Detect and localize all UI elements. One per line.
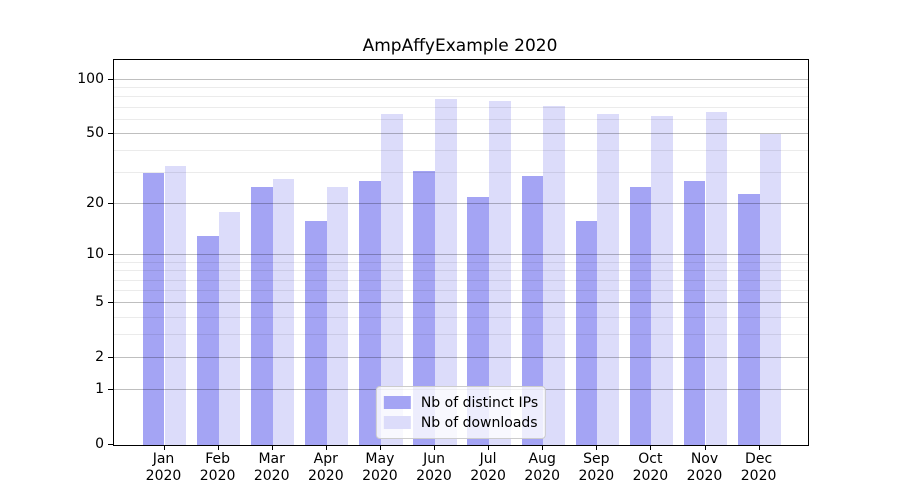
x-tick-mark-feb	[217, 445, 219, 450]
major-gridline-100	[114, 79, 808, 80]
bar-distinct-ips-nov	[683, 181, 706, 445]
x-tick-label-mar: Mar 2020	[253, 451, 290, 484]
bar-distinct-ips-may	[359, 181, 381, 445]
bar-distinct-ips-jul	[467, 197, 490, 445]
minor-gridline-40	[114, 150, 808, 152]
major-gridline-50	[114, 133, 808, 134]
y-tick-mark-1	[108, 389, 113, 391]
bar-downloads-feb	[218, 212, 241, 445]
legend-swatch-downloads	[383, 416, 411, 429]
x-tick-label-apr: Apr 2020	[307, 451, 344, 484]
x-tick-mark-jan	[163, 445, 165, 450]
x-tick-mark-nov	[704, 445, 706, 450]
legend-swatch-distinct-ips	[383, 396, 411, 409]
y-tick-mark-5	[108, 302, 113, 304]
x-tick-label-sep: Sep 2020	[578, 451, 615, 484]
bar-distinct-ips-apr	[305, 220, 327, 445]
bar-downloads-dec	[759, 134, 782, 445]
legend: Nb of distinct IPs Nb of downloads	[375, 386, 547, 439]
y-tick-label-2: 2	[95, 349, 104, 366]
y-tick-label-1: 1	[95, 381, 104, 398]
bar-downloads-jun	[435, 99, 457, 445]
x-tick-label-feb: Feb 2020	[199, 451, 236, 484]
bar-downloads-sep	[597, 113, 619, 445]
x-tick-label-may: May 2020	[362, 451, 398, 484]
bar-distinct-ips-mar	[251, 187, 273, 445]
bar-distinct-ips-sep	[575, 220, 598, 445]
y-tick-mark-20	[108, 203, 113, 205]
x-tick-label-aug: Aug 2020	[524, 451, 560, 484]
y-tick-mark-50	[108, 133, 113, 134]
legend-label-distinct-ips: Nb of distinct IPs	[420, 394, 539, 411]
minor-gridline-70	[114, 106, 808, 108]
y-tick-mark-10	[108, 254, 113, 256]
y-tick-mark-2	[108, 357, 113, 359]
y-tick-label-50: 50	[86, 125, 104, 141]
x-tick-mark-mar	[271, 445, 273, 450]
minor-gridline-80	[114, 96, 808, 98]
y-tick-label-0: 0	[95, 436, 104, 452]
bar-distinct-ips-dec	[737, 193, 760, 445]
bar-downloads-jul	[489, 101, 511, 445]
bar-distinct-ips-aug	[521, 176, 544, 445]
chart-title: AmpAffyExample 2020	[362, 36, 558, 56]
x-tick-mark-jun	[434, 445, 435, 450]
x-tick-label-dec: Dec 2020	[740, 451, 777, 484]
minor-gridline-30	[114, 172, 808, 174]
legend-label-downloads: Nb of downloads	[420, 414, 538, 431]
x-tick-label-jan: Jan 2020	[145, 451, 182, 484]
y-tick-label-100: 100	[77, 71, 104, 87]
y-tick-label-20: 20	[86, 195, 104, 212]
plot-area: Nb of distinct IPs Nb of downloads	[113, 59, 809, 446]
bar-distinct-ips-oct	[629, 187, 652, 445]
x-tick-mark-jul	[488, 445, 490, 450]
x-tick-mark-sep	[596, 445, 598, 450]
bar-distinct-ips-feb	[196, 236, 219, 445]
x-tick-mark-dec	[758, 445, 760, 450]
y-tick-mark-100	[108, 79, 113, 80]
bar-downloads-nov	[705, 112, 728, 445]
y-tick-label-10: 10	[86, 246, 104, 263]
bar-downloads-jan	[164, 166, 187, 445]
bar-downloads-aug	[543, 105, 565, 445]
legend-item-downloads: Nb of downloads	[383, 413, 538, 432]
bar-downloads-apr	[326, 187, 349, 445]
x-tick-label-oct: Oct 2020	[632, 451, 669, 484]
bar-downloads-mar	[272, 178, 295, 445]
x-tick-label-jun: Jun 2020	[416, 451, 452, 484]
x-tick-mark-may	[379, 445, 381, 450]
y-tick-mark-0	[108, 444, 113, 445]
minor-gridline-90	[114, 87, 808, 89]
x-tick-label-jul: Jul 2020	[470, 451, 506, 484]
y-tick-label-5: 5	[95, 294, 104, 311]
x-tick-mark-aug	[542, 445, 544, 450]
x-tick-mark-apr	[325, 445, 327, 450]
bar-distinct-ips-jun	[413, 170, 435, 445]
bar-downloads-oct	[651, 116, 674, 445]
bar-downloads-may	[380, 113, 403, 445]
x-tick-label-nov: Nov 2020	[686, 451, 723, 484]
bar-distinct-ips-jan	[142, 173, 165, 445]
x-tick-mark-oct	[650, 445, 652, 450]
legend-item-distinct-ips: Nb of distinct IPs	[383, 393, 539, 412]
minor-gridline-60	[114, 118, 808, 120]
